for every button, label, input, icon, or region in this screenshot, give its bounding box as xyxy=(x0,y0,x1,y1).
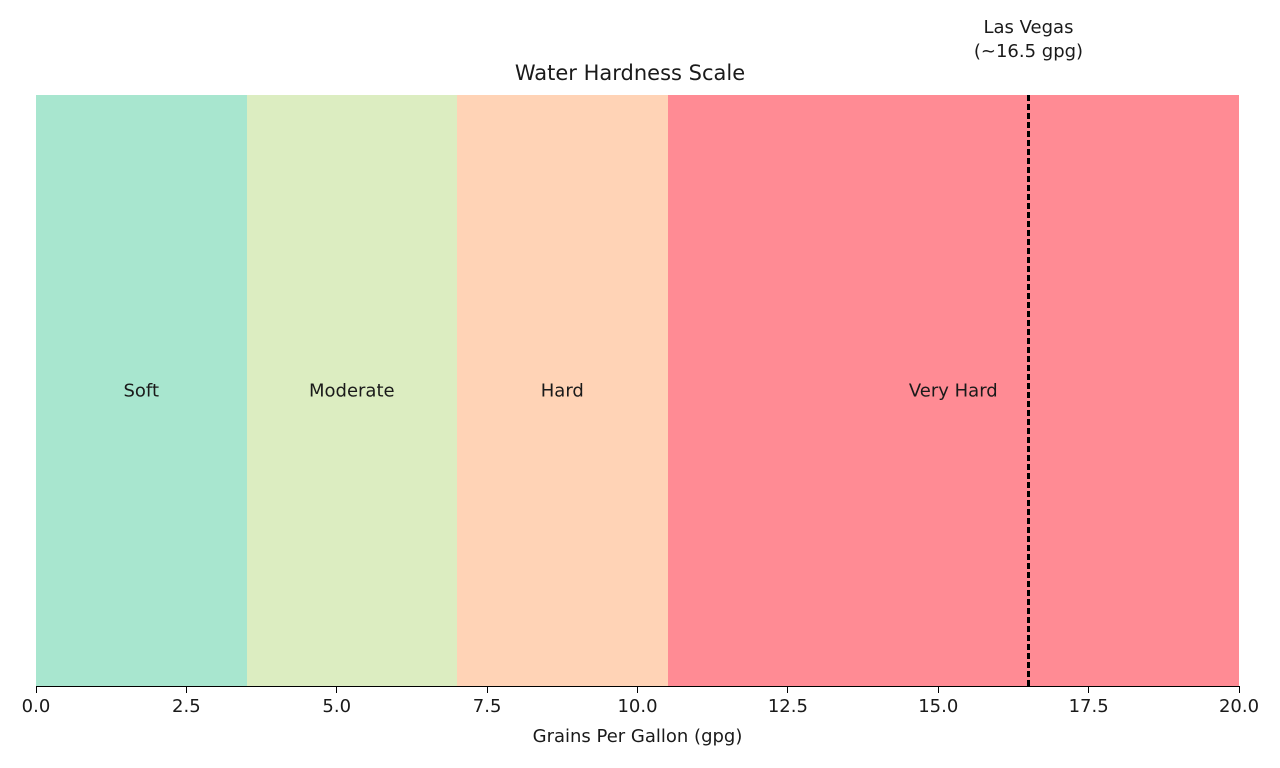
x-tick-mark xyxy=(336,686,338,693)
x-tick-label: 17.5 xyxy=(1068,696,1109,717)
x-tick-label: 15.0 xyxy=(918,696,959,717)
x-tick-mark xyxy=(1088,686,1090,693)
band-label: Moderate xyxy=(308,380,395,401)
band-label: Hard xyxy=(540,380,584,401)
las-vegas-annotation: Las Vegas (~16.5 gpg) xyxy=(974,16,1083,64)
x-tick-mark xyxy=(787,686,789,693)
x-tick-label: 0.0 xyxy=(21,696,51,717)
x-tick-label: 10.0 xyxy=(617,696,658,717)
x-tick-mark xyxy=(937,686,939,693)
x-tick-mark xyxy=(637,686,638,693)
las-vegas-reference-line xyxy=(1027,95,1031,686)
band-moderate xyxy=(246,95,458,686)
x-tick-label: 5.0 xyxy=(322,696,352,717)
chart-title: Water Hardness Scale xyxy=(514,61,746,85)
band-label: Soft xyxy=(123,380,160,401)
plot-area: Soft Moderate Hard Very Hard xyxy=(36,95,1239,686)
x-axis-label: Grains Per Gallon (gpg) xyxy=(532,726,743,747)
band-hard xyxy=(457,95,668,686)
x-tick-mark xyxy=(486,686,488,693)
x-tick-label: 20.0 xyxy=(1218,696,1260,717)
x-tick-mark xyxy=(35,686,37,693)
x-tick-label: 2.5 xyxy=(172,696,201,717)
annotation-line-2: (~16.5 gpg) xyxy=(973,41,1084,62)
x-tick-label: 12.5 xyxy=(767,696,808,717)
band-soft xyxy=(36,95,247,686)
annotation-line-1: Las Vegas xyxy=(983,17,1074,38)
x-tick-mark xyxy=(185,686,187,693)
x-tick-mark xyxy=(1238,686,1240,693)
band-very-hard xyxy=(667,95,1239,686)
x-tick-label: 7.5 xyxy=(472,696,502,717)
band-label: Very Hard xyxy=(908,380,998,401)
